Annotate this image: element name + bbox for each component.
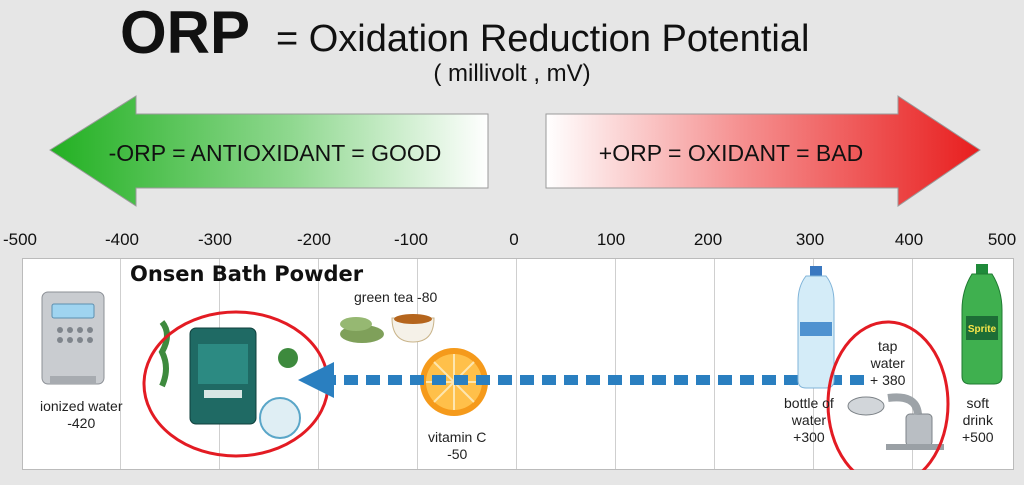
tick-label: -200: [296, 230, 332, 249]
orp-arrows: [49, 95, 981, 207]
gridline: [615, 259, 616, 469]
water-bottle-icon: [797, 266, 835, 389]
good-arrow: [49, 95, 489, 207]
tick-label: 400: [894, 230, 924, 249]
bad-arrow-label: +ORP = OXIDANT = BAD: [598, 140, 864, 166]
tick-label: 0: [509, 230, 519, 249]
gridline: [417, 259, 418, 469]
gridline: [120, 259, 121, 469]
bottled-water-caption: bottle of water +300: [784, 395, 834, 445]
ionized-water-caption: ionized water -420: [40, 398, 123, 431]
tick-label: -300: [197, 230, 233, 249]
tick-label: -100: [393, 230, 429, 249]
gridline: [912, 259, 913, 469]
title-orp: ORP: [120, 0, 251, 66]
green-tea-caption: green tea -80: [354, 289, 438, 305]
product-brand-label: Onsen Bath Powder: [130, 262, 364, 286]
water-ionizer-icon: [41, 291, 105, 385]
gridline: [318, 259, 319, 469]
sprite-logo: Sprite: [968, 324, 997, 335]
illustrations: Sprite: [41, 264, 1003, 470]
vitamin-c-caption: vitamin C -50: [428, 429, 487, 462]
soft-drink-caption: soft drink +500: [962, 395, 994, 445]
soft-drink-bottle-icon: Sprite: [961, 264, 1003, 385]
gridline: [714, 259, 715, 469]
good-arrow-label: -ORP = ANTIOXIDANT = GOOD: [108, 140, 442, 166]
tick-label: 300: [795, 230, 825, 249]
title-definition: = Oxidation Reduction Potential: [276, 18, 810, 60]
tap-water-caption: tap water + 380: [870, 338, 906, 388]
dotted-arrow-head: [298, 362, 334, 398]
orp-scale-panel: [22, 258, 1014, 470]
tap-faucet-icon: [847, 393, 944, 450]
tap-highlight-ring: [826, 320, 950, 470]
gridline: [516, 259, 517, 469]
bad-arrow: [545, 95, 981, 207]
tick-label: -500: [2, 230, 38, 249]
tick-label: -400: [104, 230, 140, 249]
tick-label: 500: [987, 230, 1017, 249]
unit-subtitle: ( millivolt , mV): [433, 60, 591, 87]
tick-label: 200: [693, 230, 723, 249]
green-tea-icon: [340, 314, 435, 343]
tick-label: 100: [596, 230, 626, 249]
bath-powder-package-icon: [158, 320, 301, 439]
